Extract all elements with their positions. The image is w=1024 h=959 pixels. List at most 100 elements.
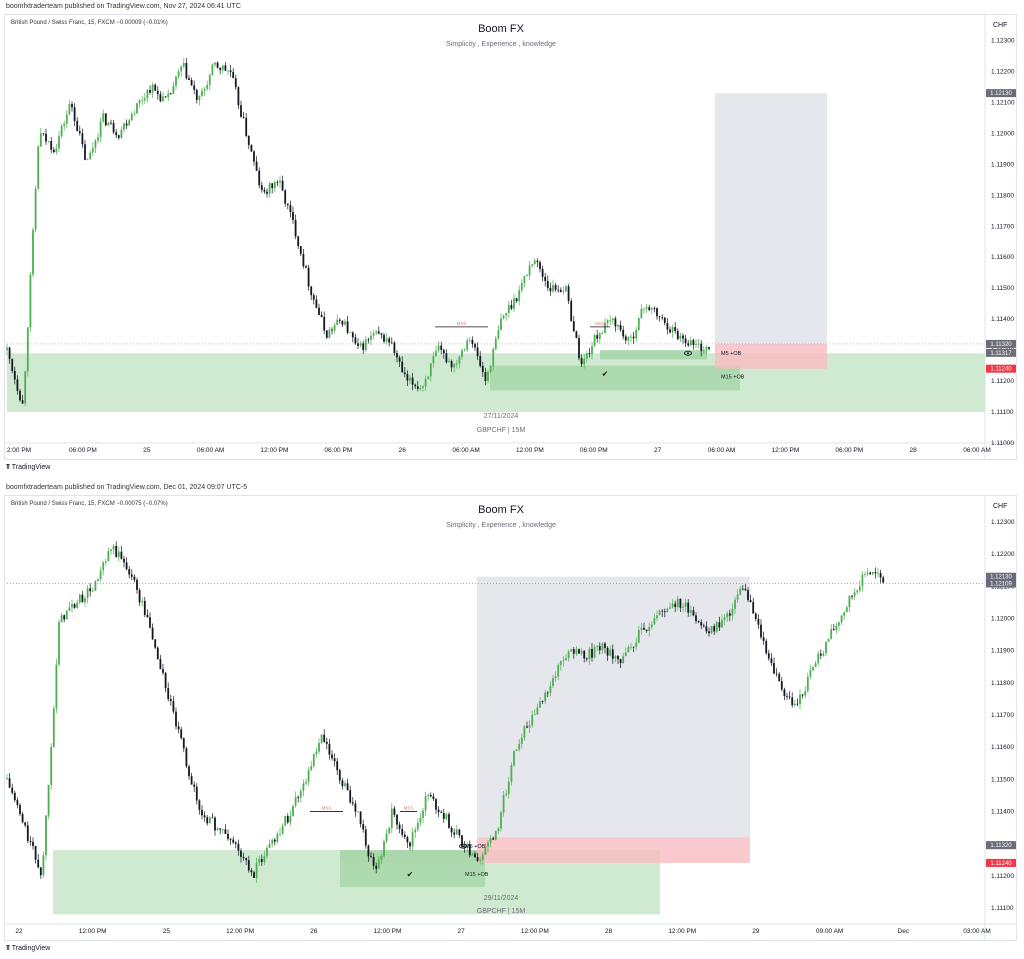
- candle-body: [671, 603, 674, 608]
- candle-body: [458, 356, 461, 364]
- price-level-label: 1.11240: [990, 861, 1012, 867]
- candle-body: [143, 98, 146, 101]
- candle-body: [643, 308, 645, 310]
- price-level-tag: [986, 89, 1016, 98]
- candle-body: [13, 370, 16, 380]
- price-chart[interactable]: CHF1.123001.122001.121001.120001.119001.…: [5, 496, 1016, 940]
- candle-body: [125, 562, 128, 570]
- candle-body: [86, 588, 89, 598]
- candle-body: [162, 669, 164, 673]
- candle-body: [24, 822, 27, 826]
- candle-body: [216, 62, 219, 68]
- candle-body: [208, 74, 211, 85]
- chart-subtitle: Simplicity , Experience , knowledge: [446, 41, 556, 48]
- candle-body: [149, 617, 151, 628]
- candle-body: [39, 867, 42, 876]
- candle-body: [674, 603, 677, 607]
- candle-body: [253, 872, 255, 878]
- candle-body: [29, 840, 32, 842]
- candle-body: [419, 387, 422, 389]
- candle-body: [539, 700, 541, 708]
- candle-body: [247, 135, 250, 146]
- candle-body: [164, 672, 167, 689]
- candle-body: [125, 123, 128, 126]
- candle-body: [617, 324, 619, 327]
- candle-body: [734, 599, 736, 609]
- candle-body: [398, 824, 401, 829]
- candle-body: [294, 797, 297, 806]
- candle-body: [302, 783, 305, 791]
- candle-body: [700, 622, 703, 626]
- candle-body: [169, 93, 172, 95]
- candle-body: [117, 551, 120, 558]
- price-tick-label: 1.12200: [991, 68, 1015, 75]
- candle-body: [500, 812, 502, 829]
- candle-body: [281, 825, 284, 834]
- candle-body: [611, 649, 614, 659]
- candle-body: [518, 743, 521, 750]
- candle-body: [99, 570, 102, 579]
- candle-body: [726, 613, 729, 618]
- chart-area[interactable]: British Pound / Swiss Franc, 15, FXCM −0…: [4, 14, 1017, 460]
- price-chart[interactable]: CHF1.123001.122001.121001.120001.119001.…: [5, 15, 1016, 459]
- tradingview-logo[interactable]: ⫪ TradingView: [6, 464, 50, 472]
- tradingview-logo[interactable]: ⫪ TradingView: [6, 945, 50, 953]
- time-tick-label: 12:00 PM: [374, 928, 402, 935]
- candle-body: [575, 649, 578, 654]
- candle-body: [427, 376, 430, 380]
- candle-body: [429, 794, 432, 797]
- candle-body: [188, 78, 190, 80]
- candle-body: [333, 325, 336, 331]
- candle-body: [825, 641, 827, 654]
- candle-body: [19, 804, 21, 814]
- candle-body: [357, 811, 359, 813]
- candle-body: [390, 342, 393, 344]
- chart-subtitle: Simplicity , Experience , knowledge: [446, 522, 556, 529]
- candle-body: [656, 615, 658, 619]
- candle-body: [84, 597, 86, 603]
- candle-body: [591, 345, 593, 355]
- candle-body: [84, 144, 86, 160]
- chart-area[interactable]: British Pound / Swiss Franc, 15, FXCM −0…: [4, 495, 1017, 941]
- candle-body: [799, 694, 801, 705]
- candle-body: [268, 843, 271, 848]
- candle-body: [60, 125, 63, 137]
- candle-body: [697, 343, 700, 345]
- candle-body: [11, 358, 14, 371]
- candle-body: [515, 749, 518, 751]
- stop-loss-zone: [715, 343, 827, 369]
- candle-body: [55, 664, 58, 709]
- candle-body: [21, 813, 24, 823]
- candle-body: [479, 860, 482, 861]
- candle-body: [533, 714, 536, 716]
- candle-body: [112, 545, 115, 550]
- candle-body: [320, 314, 323, 317]
- candle-body: [292, 212, 294, 220]
- candle-body: [661, 317, 664, 319]
- candle-body: [81, 594, 84, 603]
- candle-body: [193, 85, 196, 90]
- price-tick-label: 1.11800: [991, 680, 1014, 687]
- candle-body: [146, 90, 149, 99]
- candle-body: [476, 347, 479, 357]
- candle-body: [214, 817, 216, 831]
- candle-body: [266, 847, 268, 857]
- candle-body: [65, 610, 68, 620]
- candle-body: [588, 353, 591, 355]
- candle-body: [437, 809, 440, 813]
- candle-body: [68, 104, 71, 115]
- candle-body: [489, 365, 492, 372]
- time-tick-label: 09:00 AM: [816, 928, 843, 935]
- candle-body: [723, 617, 726, 620]
- candle-body: [289, 816, 292, 823]
- candle-body: [455, 829, 458, 835]
- chart-panel-2: boomfxtraderteam published on TradingVie…: [0, 481, 1024, 959]
- time-tick-label: 06:00 PM: [69, 447, 97, 454]
- candle-body: [424, 796, 427, 811]
- candle-body: [562, 660, 565, 662]
- candle-body: [320, 734, 323, 744]
- candle-body: [827, 639, 830, 642]
- time-tick-label: 26: [399, 447, 407, 454]
- time-tick-label: 06:00 AM: [197, 447, 224, 454]
- candle-body: [637, 629, 640, 643]
